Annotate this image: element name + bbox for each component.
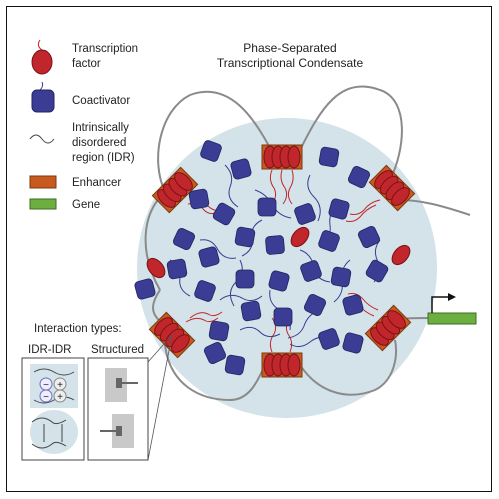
diagram-title-line2: Transcriptional Condensate [217,56,364,70]
legend-tf-label-1: Transcription [72,43,138,55]
free-transcription-factors [146,226,411,279]
diagram-title-line1: Phase-Separated [243,41,336,55]
svg-text:−: − [43,380,49,391]
inset-title: Interaction types: [34,323,122,335]
structured-domain-lower [112,414,134,448]
dna-strand [144,85,471,402]
inset-col-structured: Structured [91,344,144,356]
legend-enhancer-icon [29,175,57,189]
legend-tf-label-2: factor [72,58,101,70]
gene [427,293,477,325]
legend-gene-label: Gene [72,199,100,211]
legend-idr-icon [29,134,55,144]
idr-idr-lower-bg [30,410,78,454]
inset-col-idr-idr: IDR-IDR [28,344,71,356]
coactivator-cluster [134,140,389,376]
legend: Transcription factor Coactivator Intrins… [29,39,138,211]
tss-arrow-icon [448,293,456,301]
legend-coactivator-label: Coactivator [72,95,130,107]
svg-text:−: − [43,392,49,403]
legend-gene-icon [29,198,57,210]
enhancer-group [148,144,416,378]
svg-text:+: + [57,380,63,391]
legend-coactivator-icon [31,81,55,113]
interaction-types-inset: Interaction types: IDR-IDR Structured − … [21,323,173,461]
legend-enhancer-label: Enhancer [72,177,121,189]
svg-text:+: + [57,392,63,403]
legend-tf-icon [31,39,53,75]
legend-idr-label-1: Intrinsically [72,122,129,134]
legend-idr-label-2: disordered [72,137,126,149]
legend-idr-label-3: region (IDR) [72,152,135,164]
